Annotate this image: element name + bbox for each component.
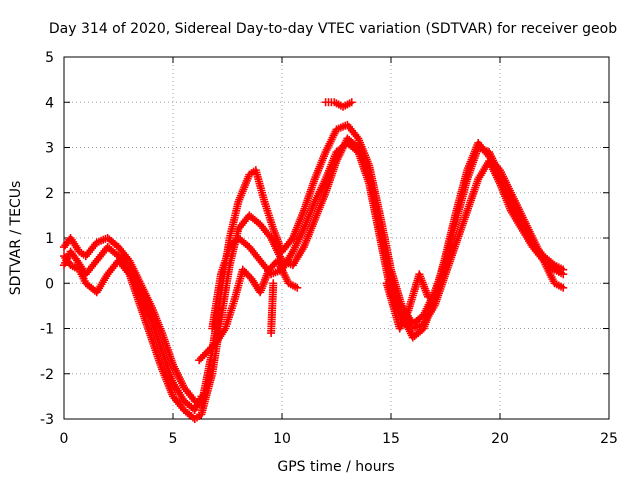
- data-point-fill: [200, 350, 209, 359]
- data-point: [559, 283, 568, 292]
- x-tick-label: 0: [60, 431, 69, 447]
- data-point-fill: [268, 262, 277, 271]
- y-tick-label: 0: [45, 276, 54, 292]
- y-tick-label: -3: [40, 412, 54, 428]
- y-tick-label: 5: [45, 50, 54, 66]
- data-point-fill: [266, 263, 275, 272]
- data-point-fill: [240, 267, 249, 276]
- data-point-fill: [243, 271, 252, 280]
- data-point-fill: [205, 345, 214, 354]
- data-point: [369, 188, 378, 197]
- x-tick-label: 5: [169, 431, 178, 447]
- data-point: [293, 283, 302, 292]
- data-point-fill: [209, 341, 218, 350]
- data-point-fill: [196, 354, 205, 363]
- data-point: [267, 329, 276, 338]
- data-point: [264, 265, 273, 274]
- x-tick-label: 10: [273, 431, 291, 447]
- data-point: [347, 98, 356, 107]
- y-tick-label: 4: [45, 95, 54, 111]
- data-point-fill: [198, 352, 207, 361]
- x-tick-label: 20: [491, 431, 509, 447]
- x-tick-label: 25: [600, 431, 618, 447]
- y-tick-label: 3: [45, 141, 54, 157]
- y-tick-label: 2: [45, 186, 54, 202]
- data-point: [238, 265, 247, 274]
- y-tick-label: -1: [40, 322, 54, 338]
- chart-title: Day 314 of 2020, Sidereal Day-to-day VTE…: [49, 21, 617, 37]
- data-points-layer: [60, 98, 568, 423]
- y-tick-label: -2: [40, 367, 54, 383]
- tick-layer: 0 5 10 15 20 25 -3 -2 -1 0 1 2 3 4 5: [40, 50, 618, 447]
- x-tick-label: 15: [382, 431, 400, 447]
- y-axis-label: SDTVAR / TECUs: [8, 181, 24, 296]
- x-axis-label: GPS time / hours: [277, 459, 394, 475]
- data-point: [424, 292, 433, 301]
- y-tick-label: 1: [45, 231, 54, 247]
- data-point: [195, 356, 204, 365]
- data-point: [203, 347, 212, 356]
- data-point: [559, 265, 568, 274]
- data-point-fill: [202, 348, 211, 357]
- data-point-fill: [207, 343, 216, 352]
- data-point-fill: [242, 269, 251, 278]
